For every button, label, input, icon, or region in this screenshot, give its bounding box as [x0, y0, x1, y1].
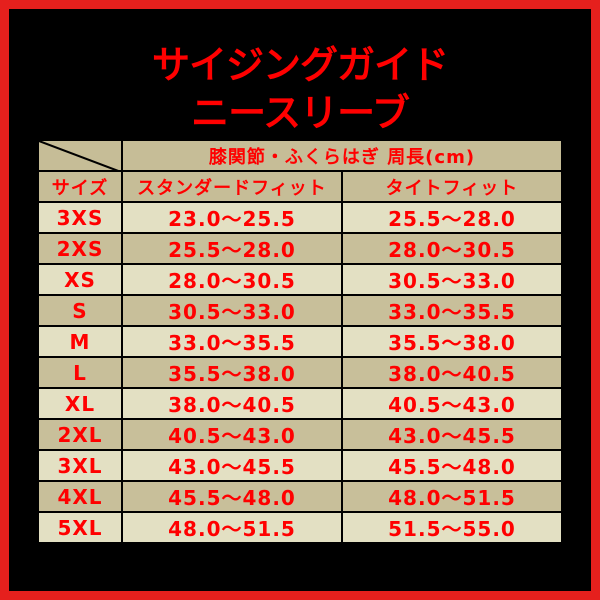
title-line-1: サイジングガイド: [151, 43, 449, 87]
tight-fit-cell: 51.5～55.0: [341, 511, 563, 544]
table-row: XS 28.0～30.5 30.5～33.0: [37, 263, 563, 296]
standard-fit-cell: 25.5～28.0: [121, 232, 343, 265]
standard-fit-cell: 45.5～48.0: [121, 480, 343, 513]
size-cell: 4XL: [37, 480, 123, 513]
size-cell: 5XL: [37, 511, 123, 544]
size-cell: 3XL: [37, 449, 123, 482]
standard-fit-cell: 33.0～35.5: [121, 325, 343, 358]
table-row: 2XS 25.5～28.0 28.0～30.5: [37, 232, 563, 265]
size-cell: 3XS: [37, 201, 123, 234]
size-cell: 2XS: [37, 232, 123, 265]
tight-fit-cell: 38.0～40.5: [341, 356, 563, 389]
tight-fit-cell: 25.5～28.0: [341, 201, 563, 234]
size-cell: XL: [37, 387, 123, 420]
header-standard-fit: スタンダードフィット: [121, 170, 343, 203]
header-tight-fit: タイトフィット: [341, 170, 563, 203]
standard-fit-cell: 43.0～45.5: [121, 449, 343, 482]
tight-fit-cell: 35.5～38.0: [341, 325, 563, 358]
tight-fit-cell: 30.5～33.0: [341, 263, 563, 296]
standard-fit-cell: 28.0～30.5: [121, 263, 343, 296]
table-row: XL 38.0～40.5 40.5～43.0: [37, 387, 563, 420]
table-row: 5XL 48.0～51.5 51.5～55.0: [37, 511, 563, 544]
tight-fit-cell: 48.0～51.5: [341, 480, 563, 513]
size-cell: XS: [37, 263, 123, 296]
size-cell: M: [37, 325, 123, 358]
table-row: M 33.0～35.5 35.5～38.0: [37, 325, 563, 358]
standard-fit-cell: 48.0～51.5: [121, 511, 343, 544]
group-header-row: 膝関節・ふくらはぎ 周長(cm): [37, 139, 563, 172]
standard-fit-cell: 30.5～33.0: [121, 294, 343, 327]
tight-fit-cell: 28.0～30.5: [341, 232, 563, 265]
standard-fit-cell: 38.0～40.5: [121, 387, 343, 420]
diagonal-line-icon: [39, 141, 121, 172]
table-row: S 30.5～33.0 33.0～35.5: [37, 294, 563, 327]
tight-fit-cell: 40.5～43.0: [341, 387, 563, 420]
size-cell: 2XL: [37, 418, 123, 451]
standard-fit-cell: 40.5～43.0: [121, 418, 343, 451]
table-row: 3XL 43.0～45.5 45.5～48.0: [37, 449, 563, 482]
size-cell: L: [37, 356, 123, 389]
table-row: 4XL 45.5～48.0 48.0～51.5: [37, 480, 563, 513]
size-cell: S: [37, 294, 123, 327]
table-row: L 35.5～38.0 38.0～40.5: [37, 356, 563, 389]
size-table: 膝関節・ふくらはぎ 周長(cm) サイズ スタンダードフィット タイトフィット …: [37, 139, 563, 544]
table-row: 2XL 40.5～43.0 43.0～45.5: [37, 418, 563, 451]
tight-fit-cell: 33.0～35.5: [341, 294, 563, 327]
column-header-row: サイズ スタンダードフィット タイトフィット: [37, 170, 563, 203]
standard-fit-cell: 23.0～25.5: [121, 201, 343, 234]
tight-fit-cell: 43.0～45.5: [341, 418, 563, 451]
header-size: サイズ: [37, 170, 123, 203]
group-header: 膝関節・ふくらはぎ 周長(cm): [121, 139, 563, 172]
tight-fit-cell: 45.5～48.0: [341, 449, 563, 482]
standard-fit-cell: 35.5～38.0: [121, 356, 343, 389]
table-row: 3XS 23.0～25.5 25.5～28.0: [37, 201, 563, 234]
corner-diagonal-cell: [37, 139, 123, 172]
title-line-2: ニースリーブ: [191, 91, 410, 135]
